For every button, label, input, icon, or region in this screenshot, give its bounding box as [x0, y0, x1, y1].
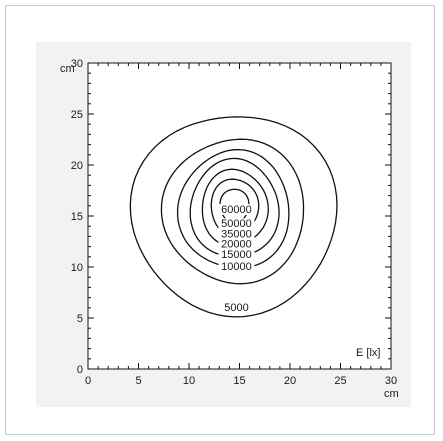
x-tick-label: 15 [233, 375, 245, 387]
x-tick-label: 25 [334, 375, 346, 387]
contour-label-10000: 10000 [221, 261, 252, 273]
x-tick-label: 0 [85, 375, 91, 387]
y-tick-label: 30 [71, 58, 83, 70]
contour-label-bg [218, 203, 255, 215]
y-tick-label: 15 [71, 211, 83, 223]
contour-label-5000: 5000 [224, 302, 248, 314]
x-tick-label: 30 [385, 375, 397, 387]
x-tick-label: 20 [284, 375, 296, 387]
contour-label-15000: 15000 [221, 249, 252, 261]
y-unit-label: cm [60, 63, 75, 75]
y-tick-label: 5 [77, 313, 83, 325]
y-tick-label: 0 [77, 364, 83, 376]
contour-label-50000: 50000 [221, 218, 252, 230]
contour-label-20000: 20000 [221, 239, 252, 251]
contour-label-bg [218, 218, 255, 230]
tick-labels: 0 5 10 15 20 25 30 0 5 10 15 20 25 30 [71, 58, 397, 387]
contour-label-60000: 60000 [221, 204, 252, 216]
contour-label-bg [218, 238, 255, 250]
contour-label-bg [218, 228, 255, 240]
contour-label-bg [218, 248, 255, 260]
x-tick-label: 10 [183, 375, 195, 387]
quantity-label: E [lx] [356, 347, 380, 359]
contour-line-10000 [160, 138, 305, 285]
x-unit-label: cm [384, 388, 399, 400]
y-tick-label: 10 [71, 262, 83, 274]
contour-label-bg [221, 301, 252, 313]
contour-line-15000 [176, 148, 290, 269]
plot-area [87, 62, 392, 370]
contour-line-5000 [129, 116, 338, 318]
contour-line-20000 [189, 157, 280, 258]
contour-label-35000: 35000 [221, 228, 252, 240]
contour-label-bg [218, 261, 255, 273]
y-tick-label: 25 [71, 109, 83, 121]
contour-lines [129, 116, 338, 318]
y-tick-label: 20 [71, 160, 83, 172]
x-tick-label: 5 [135, 375, 141, 387]
axis-ticks [87, 62, 392, 370]
